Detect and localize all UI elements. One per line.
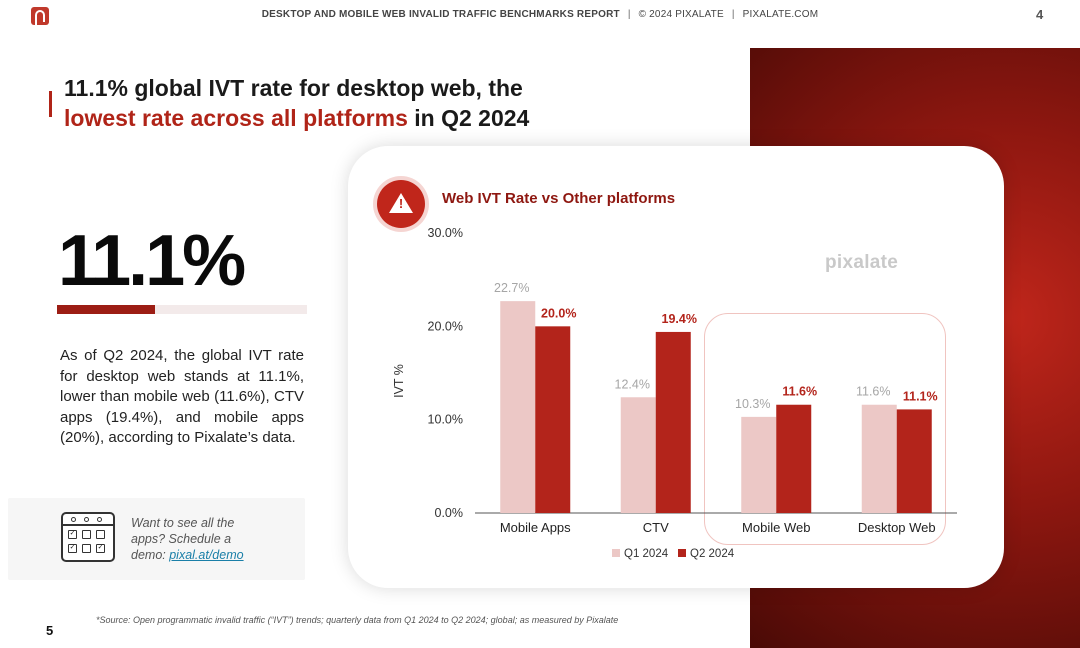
y-tick-label: 20.0% bbox=[428, 319, 463, 333]
big-stat-value: 11.1% bbox=[58, 221, 246, 301]
y-tick-label: 30.0% bbox=[428, 226, 463, 240]
title-accent-bar bbox=[49, 91, 52, 117]
source-note: *Source: Open programmatic invalid traff… bbox=[96, 615, 619, 625]
bar-q2 bbox=[655, 331, 691, 513]
bar-q2 bbox=[776, 404, 812, 513]
y-tick-label: 0.0% bbox=[435, 506, 464, 520]
page-number: 4 bbox=[1036, 7, 1044, 22]
data-label-q1: 11.6% bbox=[856, 385, 891, 399]
title-rest: in Q2 2024 bbox=[407, 105, 530, 131]
demo-link[interactable]: pixal.at/demo bbox=[169, 548, 244, 562]
data-label-q1: 10.3% bbox=[735, 397, 770, 411]
x-tick-label: Mobile Apps bbox=[500, 520, 571, 535]
data-label-q2: 19.4% bbox=[662, 312, 697, 326]
report-title: DESKTOP AND MOBILE WEB INVALID TRAFFIC B… bbox=[261, 9, 620, 20]
x-tick-label: Desktop Web bbox=[858, 520, 936, 535]
stat-bar-fill bbox=[57, 305, 155, 314]
slide-title: 11.1% global IVT rate for desktop web, t… bbox=[64, 73, 704, 133]
calendar-icon: ✓ ✓ ✓ bbox=[61, 512, 115, 562]
header-copyright: © 2024 PIXALATE bbox=[638, 9, 724, 20]
y-axis-label: IVT % bbox=[392, 364, 406, 398]
bar-q2 bbox=[896, 409, 932, 513]
data-label-q2: 11.1% bbox=[903, 389, 938, 403]
bar-q1 bbox=[861, 404, 897, 513]
bar-q1 bbox=[620, 397, 656, 513]
slide-number: 5 bbox=[46, 623, 54, 638]
report-header: DESKTOP AND MOBILE WEB INVALID TRAFFIC B… bbox=[0, 9, 1080, 20]
chart-title: Web IVT Rate vs Other platforms bbox=[442, 190, 676, 207]
legend-swatch-q2 bbox=[678, 549, 686, 557]
title-line-1: 11.1% global IVT rate for desktop web, t… bbox=[64, 75, 523, 101]
legend-swatch-q1 bbox=[612, 549, 620, 557]
data-label-q2: 11.6% bbox=[782, 385, 817, 399]
warning-icon: ! bbox=[377, 180, 425, 228]
y-tick-label: 10.0% bbox=[428, 413, 463, 427]
demo-prompt: Want to see all the apps? Schedule a dem… bbox=[131, 516, 235, 562]
bar-q1 bbox=[741, 416, 777, 513]
x-tick-label: Mobile Web bbox=[742, 520, 810, 535]
legend-label-q2: Q2 2024 bbox=[690, 548, 735, 560]
stat-bar-track bbox=[57, 305, 307, 314]
legend-label-q1: Q1 2024 bbox=[624, 548, 669, 560]
title-highlight: lowest rate across all platforms bbox=[64, 105, 408, 131]
stat-description: As of Q2 2024, the global IVT rate for d… bbox=[60, 347, 304, 446]
x-tick-label: CTV bbox=[643, 520, 669, 535]
pixalate-watermark: pixalate bbox=[825, 252, 899, 273]
warning-mark: ! bbox=[398, 196, 404, 211]
header-separator: | bbox=[627, 9, 631, 20]
demo-text: Want to see all the apps? Schedule a dem… bbox=[131, 515, 261, 563]
header-separator: | bbox=[731, 9, 735, 20]
data-label-q2: 20.0% bbox=[541, 306, 576, 320]
bar-q2 bbox=[535, 326, 571, 513]
demo-callout: ✓ ✓ ✓ Want to see all the apps? Schedule… bbox=[8, 498, 305, 580]
bar-q1 bbox=[500, 301, 536, 513]
data-label-q1: 22.7% bbox=[494, 281, 529, 295]
header-site: PIXALATE.COM bbox=[742, 9, 819, 20]
highlight-frame bbox=[704, 313, 946, 545]
pixalate-logo-icon bbox=[31, 7, 49, 25]
data-label-q1: 12.4% bbox=[615, 377, 650, 391]
